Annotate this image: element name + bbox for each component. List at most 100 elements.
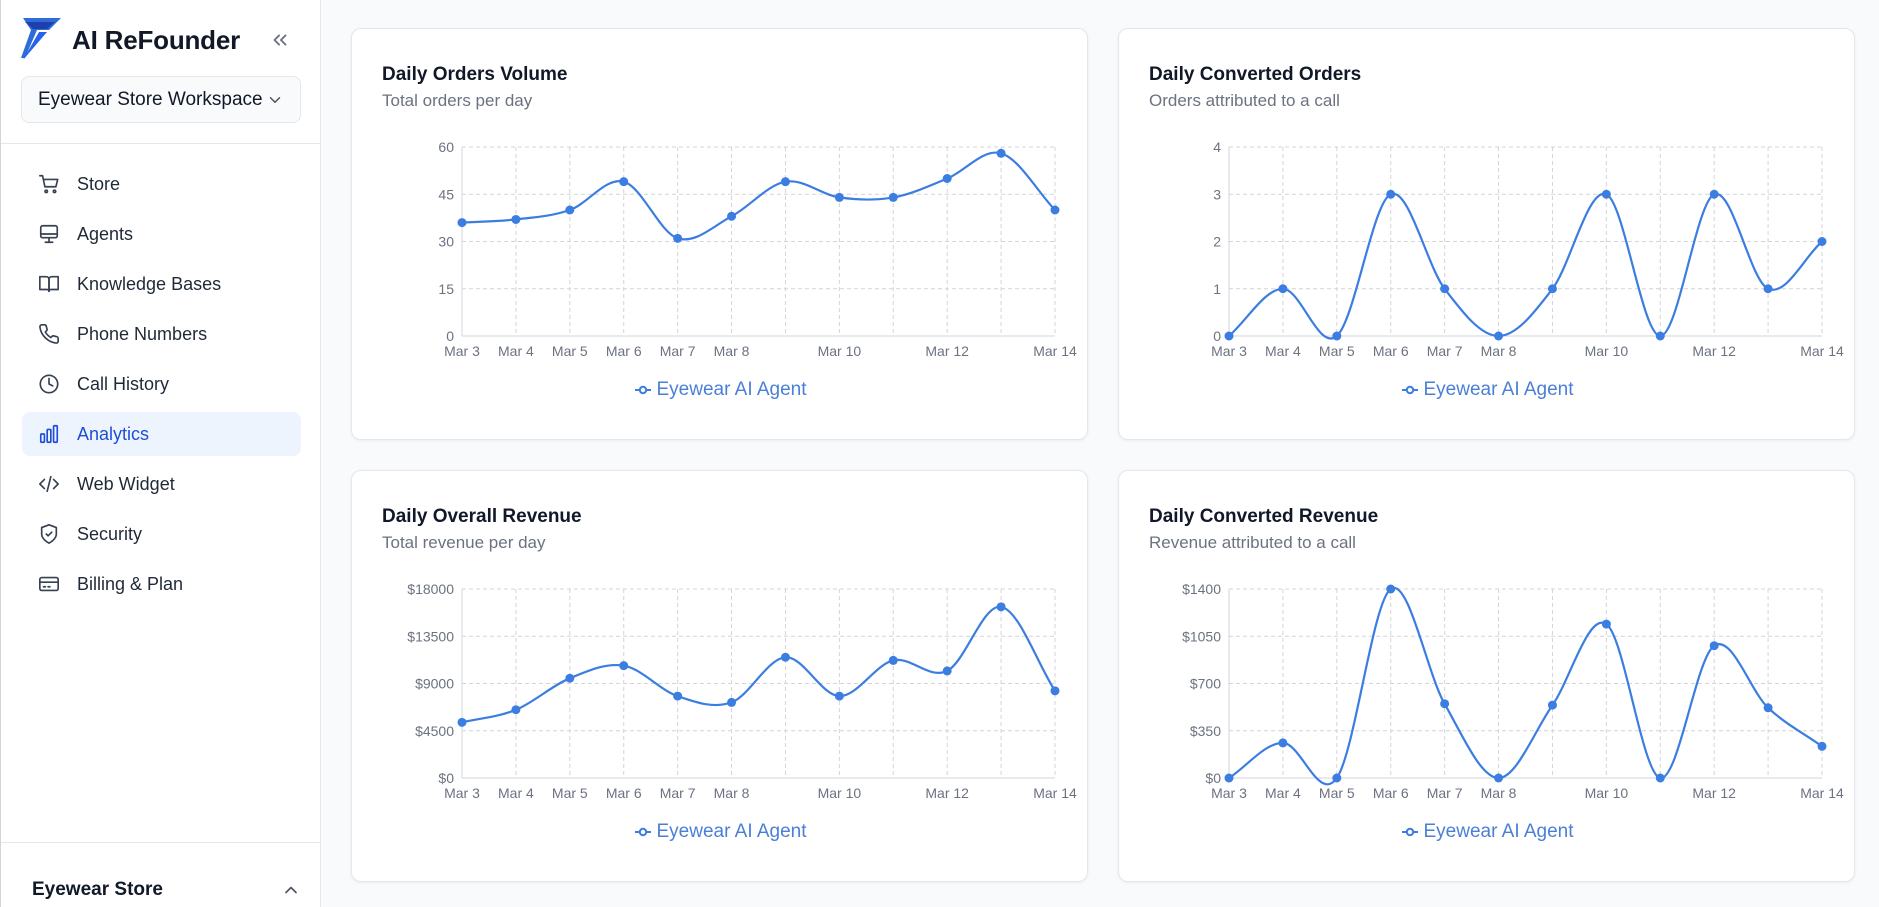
data-point (1655, 773, 1665, 783)
chart-legend[interactable]: Eyewear AI Agent (1119, 821, 1856, 843)
data-point (1386, 584, 1396, 594)
brand[interactable]: AI ReFounder (21, 18, 301, 62)
sidebar-item-analytics[interactable]: Analytics (22, 412, 301, 456)
data-point (1494, 331, 1504, 341)
data-point (1440, 284, 1450, 294)
sidebar-item-label: Analytics (77, 423, 150, 444)
x-tick-label: Mar 7 (1427, 343, 1463, 359)
data-point (511, 705, 521, 715)
sidebar-item-call-history[interactable]: Call History (22, 362, 301, 406)
legend-label: Eyewear AI Agent (656, 379, 807, 400)
footer-divider (1, 842, 321, 843)
x-tick-label: Mar 7 (1427, 785, 1463, 801)
x-tick-label: Mar 4 (1265, 343, 1301, 359)
sidebar-item-knowledge-bases[interactable]: Knowledge Bases (22, 262, 301, 306)
data-point (1440, 699, 1450, 709)
sidebar-item-agents[interactable]: Agents (22, 212, 301, 256)
y-tick-label: $1050 (1182, 628, 1221, 644)
chart-card-orders-volume: Daily Orders Volume Total orders per day… (351, 28, 1088, 440)
data-point (942, 174, 952, 183)
sidebar-item-billing[interactable]: Billing & Plan (22, 562, 301, 606)
x-tick-label: Mar 8 (714, 785, 750, 801)
x-tick-label: Mar 8 (1481, 343, 1517, 359)
y-tick-label: $13500 (407, 628, 454, 644)
legend-marker-icon (1401, 827, 1418, 837)
chevron-up-icon (285, 886, 297, 894)
data-point (1278, 738, 1288, 748)
phone-icon (37, 322, 61, 346)
x-tick-label: Mar 4 (498, 343, 534, 359)
series-line (461, 605, 1056, 724)
data-point (1547, 700, 1557, 710)
card-title: Daily Converted Orders (1149, 64, 1362, 85)
data-point (1386, 189, 1396, 199)
sidebar: AI ReFounder Eyewear Store Workspace Sto… (0, 0, 321, 907)
data-point (1224, 773, 1234, 783)
logo-icon (21, 18, 61, 60)
line-chart: 0 15 30 45 60 Mar 3 Mar 4 Mar 5 Mar 6 Mar 7 Mar 8 M… (438, 139, 1077, 359)
x-tick-label: Mar 14 (1800, 785, 1844, 801)
data-point (1224, 331, 1234, 341)
chart-legend[interactable]: Eyewear AI Agent (352, 821, 1089, 843)
legend-marker-icon (1401, 385, 1418, 395)
y-tick-label: $0 (1205, 770, 1221, 786)
x-tick-label: Mar 14 (1033, 343, 1077, 359)
data-point (834, 691, 844, 701)
chart-legend[interactable]: Eyewear AI Agent (1119, 379, 1856, 401)
data-point (1655, 331, 1665, 341)
series-line (1228, 586, 1823, 786)
data-point (780, 652, 790, 662)
collapse-sidebar-button[interactable] (266, 26, 294, 54)
y-tick-label: 60 (438, 139, 454, 155)
data-point (457, 218, 467, 228)
x-tick-label: Mar 5 (552, 785, 588, 801)
sidebar-item-label: Knowledge Bases (77, 273, 222, 294)
sidebar-item-web-widget[interactable]: Web Widget (22, 462, 301, 506)
x-tick-label: Mar 3 (444, 785, 480, 801)
y-tick-label: $350 (1190, 723, 1221, 739)
data-point (1817, 741, 1827, 751)
x-tick-label: Mar 10 (818, 343, 862, 359)
y-tick-label: 15 (438, 281, 454, 297)
y-tick-label: $18000 (407, 581, 454, 597)
x-tick-label: Mar 14 (1800, 343, 1844, 359)
book-icon (37, 272, 61, 296)
data-point (834, 192, 844, 202)
data-point (942, 666, 952, 676)
chevrons-left-icon (273, 34, 287, 46)
data-point (619, 661, 629, 671)
y-tick-label: 0 (1213, 328, 1221, 344)
sidebar-item-store[interactable]: Store (22, 162, 301, 206)
chart-legend[interactable]: Eyewear AI Agent (352, 379, 1089, 401)
legend-label: Eyewear AI Agent (1423, 821, 1574, 842)
chart-card-converted-revenue: Daily Converted Revenue Revenue attribut… (1118, 470, 1855, 882)
y-tick-label: $1400 (1182, 581, 1221, 597)
app-name: AI ReFounder (72, 24, 241, 55)
x-tick-label: Mar 10 (1585, 785, 1629, 801)
card-title: Daily Orders Volume (382, 64, 568, 85)
y-tick-label: 2 (1213, 234, 1221, 250)
sidebar-divider (1, 143, 321, 144)
footer-store-name: Eyewear Store (32, 879, 163, 900)
workspace-selector[interactable]: Eyewear Store Workspace (21, 76, 301, 123)
data-point (1601, 189, 1611, 199)
x-tick-label: Mar 7 (660, 785, 696, 801)
x-tick-label: Mar 8 (1481, 785, 1517, 801)
card-subtitle: Orders attributed to a call (1149, 91, 1340, 110)
data-point (511, 214, 521, 224)
data-point (1763, 284, 1773, 294)
x-tick-label: Mar 5 (1319, 785, 1355, 801)
data-point (1050, 205, 1060, 215)
legend-marker-icon (634, 385, 651, 395)
sidebar-item-phone-numbers[interactable]: Phone Numbers (22, 312, 301, 356)
data-point (565, 673, 575, 683)
sidebar-item-security[interactable]: Security (22, 512, 301, 556)
y-tick-label: $0 (438, 770, 454, 786)
data-point (1709, 641, 1719, 651)
data-point (996, 148, 1006, 158)
store-switcher[interactable]: Eyewear Store (21, 870, 301, 907)
x-tick-label: Mar 6 (1373, 343, 1409, 359)
card-subtitle: Revenue attributed to a call (1149, 533, 1356, 552)
sidebar-item-label: Call History (77, 373, 170, 394)
card-subtitle: Total revenue per day (382, 533, 546, 552)
